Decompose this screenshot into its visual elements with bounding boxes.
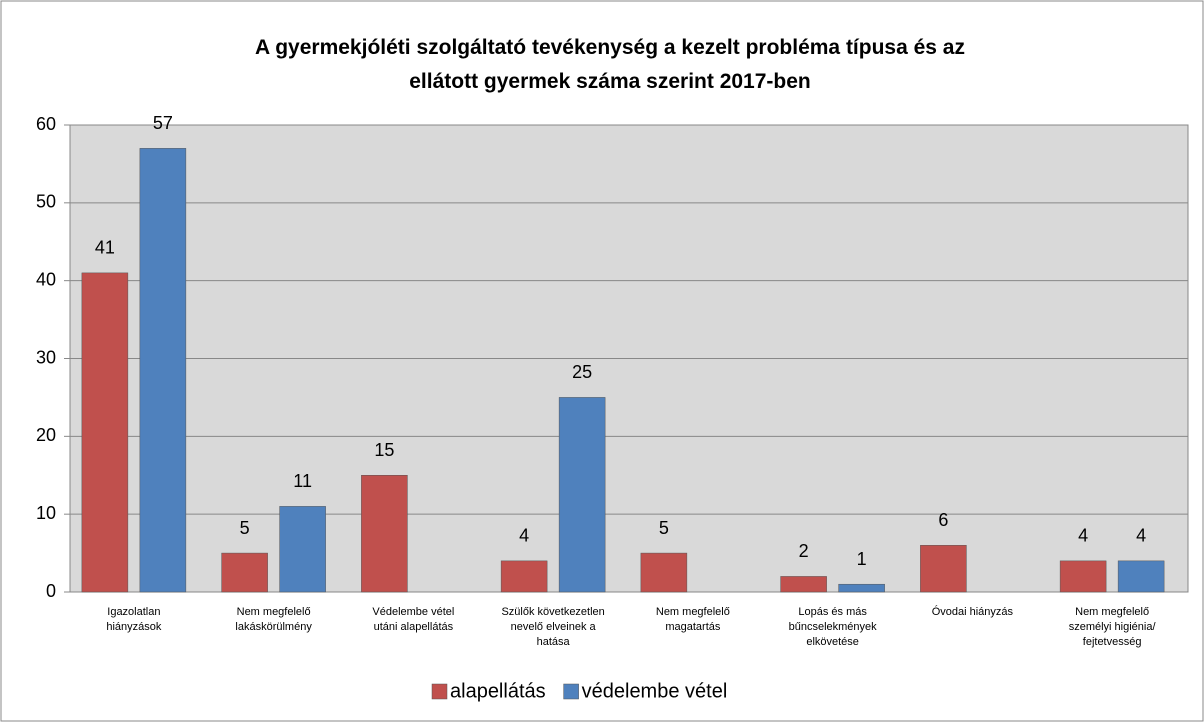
bar [361, 475, 408, 593]
data-label: 57 [153, 113, 173, 133]
y-tick-label: 50 [36, 192, 56, 212]
bar [500, 560, 548, 593]
bar [838, 583, 885, 593]
x-tick-label: Óvodai hiányzás [932, 605, 1014, 618]
bar [780, 576, 827, 593]
data-label: 4 [1136, 526, 1146, 546]
x-tick-label: Igazolatlan hiányzások [106, 606, 162, 633]
data-label: 11 [293, 471, 312, 491]
bar [81, 272, 129, 593]
bar [139, 148, 187, 593]
data-label: 25 [572, 362, 592, 382]
bar [1117, 560, 1165, 593]
y-tick-label: 40 [36, 269, 56, 289]
x-tick-label: Nem megfelelő személyi higiénia/fejtetves… [1069, 606, 1157, 648]
data-label: 41 [95, 238, 115, 258]
x-tick-label: Védelembe vétel utáni alapellátás [372, 606, 454, 633]
y-tick-label: 30 [36, 347, 56, 367]
x-tick-label: Nem megfelelő magatartás [656, 606, 730, 633]
data-label: 6 [938, 510, 948, 530]
x-tick-label: Szülők következetlen nevelő elveinek a hat… [501, 606, 604, 648]
bar [221, 552, 268, 593]
data-label: 2 [799, 541, 809, 561]
x-tick-label: Lopás és más bűncselekmények elkövetése [789, 606, 878, 648]
bar [640, 552, 688, 593]
chart-title: A gyermekjóléti szolgáltató tevékenység … [255, 36, 965, 93]
y-tick-label: 60 [36, 114, 56, 134]
y-tick-label: 10 [36, 503, 56, 523]
y-tick-label: 20 [36, 425, 56, 445]
legend-label: védelembe vétel [582, 680, 728, 702]
y-tick-label: 0 [46, 581, 56, 601]
data-label: 15 [374, 440, 394, 460]
bar [558, 397, 606, 593]
data-label: 5 [240, 518, 250, 538]
bar [1059, 560, 1107, 593]
legend-swatch [563, 683, 579, 700]
data-label: 5 [659, 518, 669, 538]
data-label: 4 [1078, 526, 1088, 546]
bar [920, 545, 967, 593]
x-tick-label: Nem megfelelő lakáskörülmény [235, 606, 312, 633]
legend-swatch [431, 683, 448, 700]
data-label: 4 [519, 526, 529, 546]
data-label: 1 [857, 549, 867, 569]
legend-label: alapellátás [450, 680, 546, 702]
bar [279, 506, 326, 593]
